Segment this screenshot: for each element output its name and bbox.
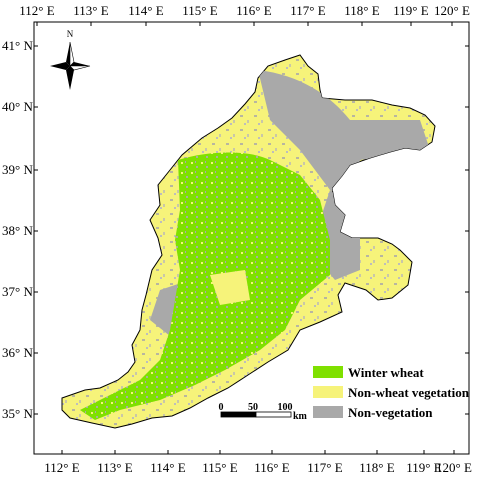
north-arrow-icon: N (50, 29, 91, 90)
legend-label: Winter wheat (348, 365, 424, 380)
bottom-tick-label: 117° E (307, 460, 342, 475)
left-tick-label: 39° N (2, 162, 33, 177)
top-tick-label: 113° E (73, 3, 108, 18)
top-tick-label: 116° E (236, 3, 271, 18)
legend: Winter wheat Non-wheat vegetation Non-ve… (313, 365, 470, 420)
north-label: N (67, 29, 74, 39)
bottom-tick-label: 119° E (406, 460, 441, 475)
bottom-tick-label: 115° E (202, 460, 237, 475)
left-tick-label: 41° N (2, 38, 33, 53)
top-tick-label: 117° E (290, 3, 325, 18)
bottom-tick-label: 120° E (436, 460, 472, 475)
legend-swatch-non-vegetation (313, 406, 343, 418)
legend-label: Non-wheat vegetation (348, 385, 470, 400)
top-tick-label: 112° E (19, 3, 54, 18)
bottom-tick-label: 116° E (254, 460, 289, 475)
land-cover-patches (80, 70, 430, 420)
winter-wheat-area (205, 175, 275, 235)
left-tick-label: 37° N (2, 284, 33, 299)
bottom-tick-label: 118° E (359, 460, 394, 475)
scale-unit: km (293, 411, 308, 422)
top-tick-label: 114° E (128, 3, 163, 18)
bottom-axis: 112° E 113° E 114° E 115° E 116° E 117° … (44, 460, 472, 475)
top-axis: 112° E 113° E 114° E 115° E 116° E 117° … (19, 3, 470, 18)
left-tick-label: 36° N (2, 345, 33, 360)
bottom-tick-label: 114° E (150, 460, 185, 475)
left-tick-label: 40° N (2, 99, 33, 114)
left-tick-label: 35° N (2, 406, 33, 421)
left-axis: 41° N 40° N 39° N 38° N 37° N 36° N 35° … (2, 38, 33, 421)
scale-bar: 0 50 100 km (219, 402, 308, 422)
bottom-tick-label: 112° E (44, 460, 79, 475)
non-vegetation-area (258, 70, 430, 200)
legend-label: Non-vegetation (348, 405, 433, 420)
scale-label: 50 (248, 402, 258, 413)
scale-label: 0 (219, 402, 224, 413)
top-tick-label: 119° E (393, 3, 428, 18)
axis-ticks (34, 22, 469, 454)
non-wheat-vegetation-area (210, 270, 250, 305)
legend-swatch-winter-wheat (313, 366, 343, 378)
top-tick-label: 120° E (434, 3, 470, 18)
scale-label: 100 (278, 402, 293, 413)
legend-swatch-non-wheat-vegetation (313, 386, 343, 398)
top-tick-label: 115° E (182, 3, 217, 18)
top-tick-label: 118° E (344, 3, 379, 18)
left-tick-label: 38° N (2, 223, 33, 238)
bottom-tick-label: 113° E (97, 460, 132, 475)
